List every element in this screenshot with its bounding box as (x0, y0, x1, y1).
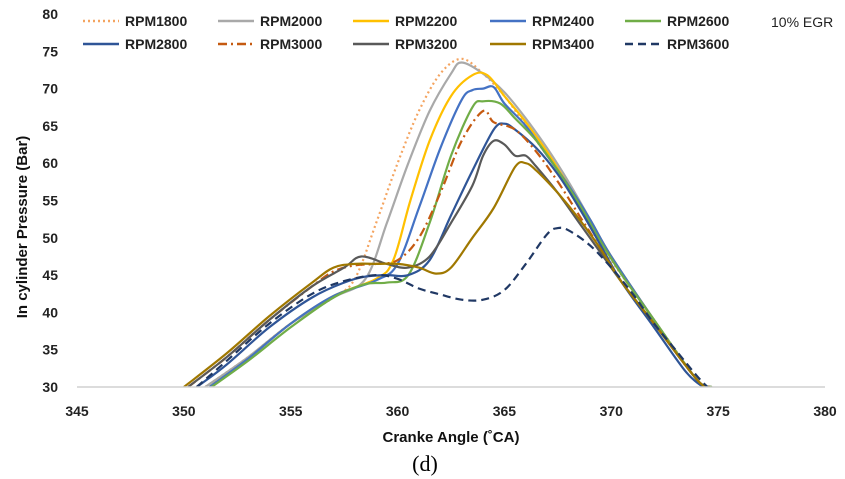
legend-label: RPM2000 (260, 13, 322, 29)
legend-item-rpm2000: RPM2000 (218, 13, 322, 29)
legend-label: RPM3400 (532, 36, 594, 52)
legend-item-rpm2400: RPM2400 (490, 13, 594, 29)
series-line-rpm3000 (187, 109, 711, 387)
x-tick-label: 345 (65, 403, 89, 419)
y-tick-label: 30 (42, 379, 58, 395)
series-line-rpm2800 (196, 122, 704, 387)
legend-item-rpm2800: RPM2800 (83, 36, 187, 52)
plot-series (183, 57, 713, 387)
legend-label: RPM2400 (532, 13, 594, 29)
y-axis-title: In cylinder Pressure (Bar) (14, 136, 31, 319)
series-line-rpm2000 (204, 61, 713, 387)
legend-item-rpm3600: RPM3600 (625, 36, 729, 52)
x-tick-labels: 345 350 355 360 365 370 375 380 (65, 403, 837, 419)
legend: RPM1800 RPM2000 RPM2200 RPM2400 RPM2600 RPM28… (83, 13, 729, 52)
y-tick-label: 40 (42, 304, 58, 320)
legend-label: RPM3200 (395, 36, 457, 52)
legend-label: RPM2200 (395, 13, 457, 29)
egr-annotation: 10% EGR (771, 14, 833, 30)
legend-label: RPM3600 (667, 36, 729, 52)
y-tick-label: 45 (42, 267, 58, 283)
y-tick-label: 75 (42, 43, 58, 59)
legend-label: RPM2800 (125, 36, 187, 52)
series-line-rpm2600 (210, 99, 713, 387)
legend-item-rpm1800: RPM1800 (83, 13, 187, 29)
x-tick-label: 360 (386, 403, 410, 419)
y-tick-label: 80 (42, 6, 58, 22)
x-tick-label: 370 (600, 403, 624, 419)
x-tick-label: 365 (493, 403, 517, 419)
legend-label: RPM2600 (667, 13, 729, 29)
y-tick-label: 55 (42, 193, 58, 209)
legend-item-rpm3000: RPM3000 (218, 36, 322, 52)
figure-caption: (d) (412, 451, 438, 476)
x-tick-label: 375 (706, 403, 730, 419)
series-line-rpm3400 (183, 160, 711, 387)
series-line-rpm3600 (195, 226, 709, 387)
y-tick-labels: 30 35 40 45 50 55 60 65 70 75 80 (42, 6, 58, 395)
y-tick-label: 70 (42, 81, 58, 97)
y-tick-label: 50 (42, 230, 58, 246)
series-line-rpm2200 (208, 71, 713, 387)
x-axis-title: Cranke Angle (˚CA) (383, 429, 520, 446)
legend-label: RPM1800 (125, 13, 187, 29)
y-tick-label: 60 (42, 155, 58, 171)
series-line-rpm3200 (187, 139, 711, 387)
legend-item-rpm3200: RPM3200 (353, 36, 457, 52)
legend-item-rpm2600: RPM2600 (625, 13, 729, 29)
y-tick-label: 65 (42, 118, 58, 134)
x-tick-label: 380 (813, 403, 837, 419)
x-tick-label: 355 (279, 403, 303, 419)
legend-item-rpm2200: RPM2200 (353, 13, 457, 29)
legend-label: RPM3000 (260, 36, 322, 52)
legend-item-rpm3400: RPM3400 (490, 36, 594, 52)
x-tick-label: 350 (172, 403, 196, 419)
y-tick-label: 35 (42, 342, 58, 358)
